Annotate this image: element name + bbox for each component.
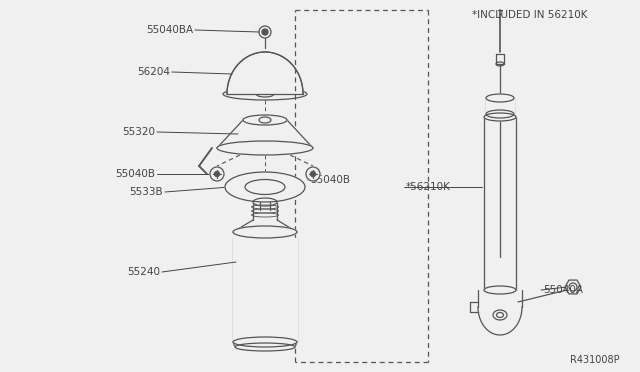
Polygon shape [217, 120, 313, 148]
Circle shape [210, 167, 224, 181]
Text: *INCLUDED IN 56210K: *INCLUDED IN 56210K [472, 10, 588, 20]
Text: 55240: 55240 [127, 267, 160, 277]
Text: 56204: 56204 [137, 67, 170, 77]
Ellipse shape [225, 172, 305, 202]
Ellipse shape [243, 115, 287, 125]
Ellipse shape [484, 286, 516, 294]
Polygon shape [227, 52, 303, 94]
Text: 55040BA: 55040BA [146, 25, 193, 35]
Polygon shape [486, 98, 514, 114]
Text: 5533B: 5533B [129, 187, 163, 197]
Ellipse shape [484, 113, 516, 121]
Circle shape [306, 167, 320, 181]
Text: 55040A: 55040A [543, 285, 583, 295]
Circle shape [310, 171, 316, 176]
Polygon shape [484, 117, 516, 290]
Ellipse shape [233, 337, 297, 347]
Ellipse shape [486, 110, 514, 118]
Ellipse shape [253, 198, 277, 206]
Text: 55040B: 55040B [115, 169, 155, 179]
Text: *56210K: *56210K [406, 182, 451, 192]
Ellipse shape [235, 343, 295, 351]
Ellipse shape [217, 141, 313, 155]
Polygon shape [565, 280, 581, 294]
Circle shape [214, 171, 220, 176]
Ellipse shape [233, 226, 297, 238]
Polygon shape [478, 290, 522, 335]
Circle shape [262, 29, 268, 35]
Ellipse shape [486, 94, 514, 102]
Polygon shape [233, 238, 297, 342]
Text: 55320: 55320 [122, 127, 155, 137]
Text: 55040B: 55040B [310, 175, 350, 185]
Text: R431008P: R431008P [570, 355, 620, 365]
